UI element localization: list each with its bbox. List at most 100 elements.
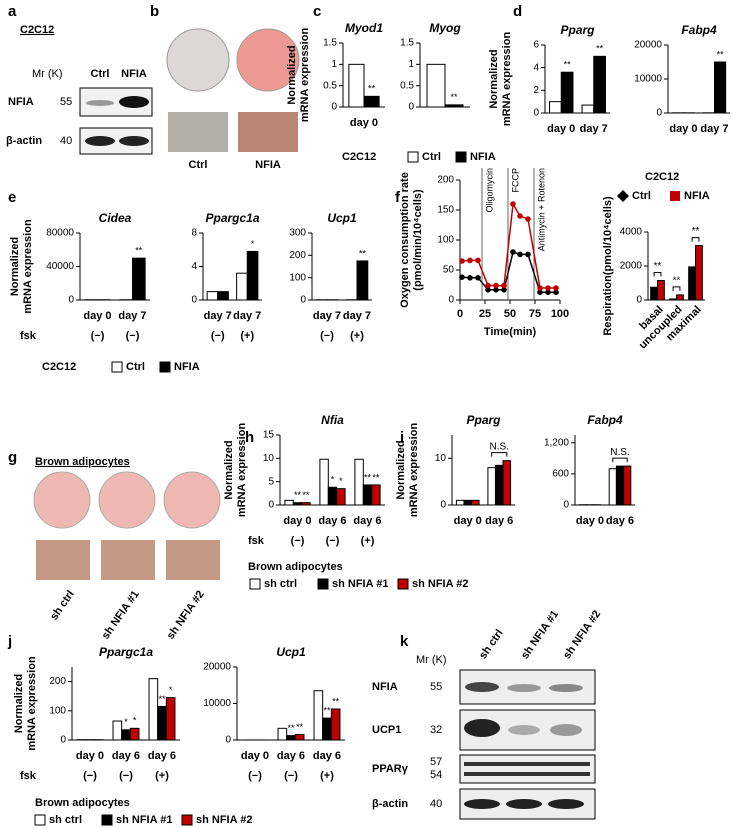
x-tick-label: day 6 [606, 515, 634, 527]
x-axis-label: Time(min) [484, 326, 537, 338]
bar [313, 690, 324, 741]
y-axis-label: Oxygen consumption rate [399, 172, 411, 308]
bar [688, 266, 696, 301]
y-tick-label: 5 [268, 476, 274, 487]
protein-label: PPARγ [372, 763, 409, 775]
mw-label: 55 [60, 96, 72, 108]
fsk-value: (+) [155, 770, 169, 782]
y-tick-label: 200 [49, 676, 66, 687]
panel-letter: a [8, 3, 17, 20]
blot [459, 754, 596, 784]
significance: ** [450, 92, 458, 102]
significance: ** [158, 694, 166, 704]
x-tick-label: day 6 [485, 515, 513, 527]
x-tick-label: day 6 [353, 515, 381, 527]
chart-title: Pparg [560, 23, 595, 37]
point [459, 258, 465, 264]
bracket [612, 457, 628, 463]
bar [362, 484, 373, 506]
y-tick-label: 0 [656, 108, 662, 119]
y-tick-label: 40000 [46, 261, 74, 272]
bar [319, 458, 329, 506]
lane-label: Ctrl [189, 159, 208, 171]
y-axis-label: Normalized [488, 49, 500, 108]
band [506, 799, 542, 809]
legend-marker [159, 361, 171, 373]
bar [327, 486, 338, 506]
bar [471, 499, 480, 506]
y-tick-label: 0 [300, 295, 306, 306]
fsk-value: (−) [320, 330, 334, 342]
bar [650, 286, 658, 301]
lane-label: sh ctrl [48, 589, 77, 623]
micrograph [36, 540, 90, 580]
bracket [653, 271, 662, 277]
point [553, 289, 559, 296]
y-tick-label: 4000 [620, 227, 643, 238]
panel-letter: g [8, 449, 17, 466]
band [464, 762, 590, 766]
x-tick-label: 50 [504, 308, 516, 320]
y-tick-label: 1 [408, 59, 414, 70]
bracket-label: ** [654, 261, 662, 272]
x-tick-label: 25 [479, 308, 491, 320]
significance: * [331, 475, 335, 485]
fsk-label: fsk [20, 770, 37, 782]
point [525, 216, 531, 222]
bar [294, 734, 305, 741]
significance: ** [717, 49, 725, 59]
bar [286, 735, 296, 741]
y-tick-label: 2 [533, 85, 539, 96]
bar [549, 101, 562, 114]
bar [129, 727, 140, 741]
legend-marker [317, 578, 329, 590]
bar [356, 260, 369, 301]
dish [98, 471, 156, 529]
bar [371, 484, 381, 506]
significance: ** [135, 246, 143, 256]
x-tick-label: 0 [457, 308, 463, 320]
panel-letter: h [245, 429, 254, 446]
chart-title: Ppargc1a [205, 211, 259, 225]
y-tick-label: 1.5 [400, 38, 414, 49]
lane-label: Ctrl [91, 68, 110, 80]
bar [623, 465, 632, 506]
point [485, 287, 491, 293]
significance: ** [296, 722, 304, 732]
lane-label: sh NFIA #1 [100, 589, 142, 642]
y-tick-label: 300 [289, 228, 306, 239]
y-tick-label: 0 [408, 102, 414, 113]
x-tick-label: day 7 [313, 310, 341, 322]
cell-type: Brown adipocytes [35, 456, 130, 468]
lane-label: sh ctrl [477, 627, 506, 661]
fsk-value: (+) [240, 330, 254, 342]
mw-label: 54 [430, 769, 442, 781]
bar [322, 717, 332, 741]
band [548, 799, 584, 809]
y-tick-label: 200 [437, 175, 454, 186]
significance: ** [302, 490, 310, 500]
panel-letter: e [8, 189, 16, 206]
bar [292, 502, 303, 506]
bar [336, 488, 346, 506]
fsk-value: (+) [350, 330, 364, 342]
y-axis-label: Respiration(pmol/10⁴cells) [602, 196, 614, 336]
protein-label: β-actin [372, 798, 408, 810]
y-tick-label: 10 [263, 453, 275, 464]
bracket-label: ** [673, 276, 681, 287]
y-tick-label: 0.5 [323, 80, 337, 91]
fsk-value: (−) [326, 535, 340, 547]
bar [246, 250, 259, 301]
panel-letter: c [313, 3, 321, 20]
micrograph [101, 540, 155, 580]
x-tick-label: day 7 [233, 310, 261, 322]
legend-marker [111, 361, 123, 373]
mr-label: Mr (K) [32, 68, 63, 80]
significance: ** [364, 472, 372, 482]
cell-line: C2C12 [20, 24, 54, 36]
micrograph [168, 112, 228, 152]
y-tick-label: 0 [268, 500, 274, 511]
bar [560, 71, 574, 114]
bar [206, 291, 219, 301]
bar [330, 708, 341, 741]
